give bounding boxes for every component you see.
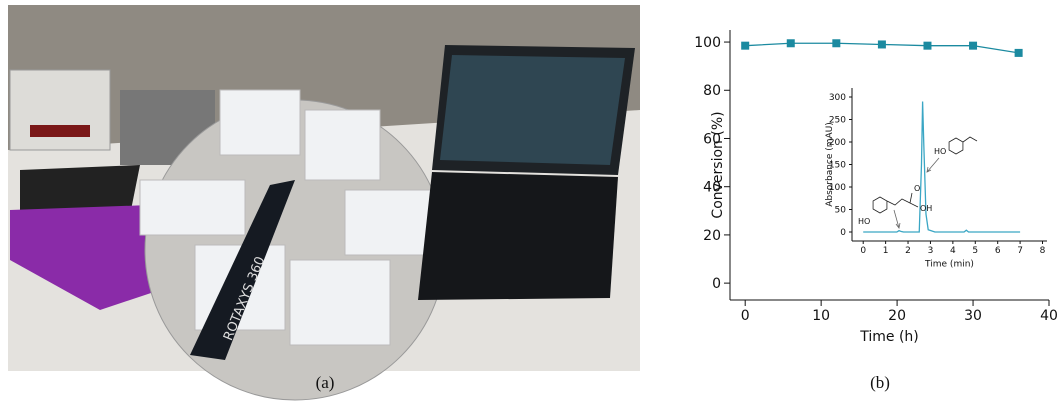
structure (949, 137, 977, 154)
photo-plate (140, 180, 245, 235)
structure-label: HO (934, 147, 946, 156)
x-tick-label: 6 (995, 246, 1001, 256)
data-point (741, 42, 749, 50)
x-tick-label: 2 (905, 246, 911, 256)
y-tick-label: 80 (703, 83, 721, 99)
x-tick-label: 0 (741, 308, 750, 324)
x-tick-label: 40 (1040, 308, 1058, 324)
y-tick-label: 100 (694, 35, 721, 51)
structure-label: HO (858, 217, 870, 226)
photo-keyboard (418, 172, 618, 300)
x-tick-label: 3 (928, 246, 934, 256)
x-tick-label: 4 (950, 246, 956, 256)
data-point (969, 42, 977, 50)
data-point (923, 42, 931, 50)
x-tick-label: 7 (1017, 246, 1023, 256)
x-axis-label: Time (min) (924, 260, 974, 270)
photo-plate (345, 190, 435, 255)
x-tick-label: 8 (1040, 246, 1046, 256)
photo-plate (305, 110, 380, 180)
data-point (832, 39, 840, 47)
photo-plate (290, 260, 390, 345)
y-axis-label: Conversion (%) (710, 111, 726, 218)
x-tick-label: 30 (964, 308, 982, 324)
x-tick-label: 10 (812, 308, 830, 324)
data-point (878, 40, 886, 48)
photo-plate (220, 90, 300, 155)
figure: ROTAXYS 360 (a) (b) 02040608010001020304… (0, 0, 1062, 403)
x-tick-label: 1 (883, 246, 889, 256)
structure (873, 193, 918, 213)
arrow (894, 158, 939, 228)
x-tick-label: 5 (972, 246, 978, 256)
y-tick-label: 20 (703, 228, 721, 244)
photo-pump (10, 70, 110, 150)
data-point (787, 39, 795, 47)
y-tick-label: 0 (840, 228, 846, 238)
y-tick-label: 300 (829, 93, 846, 103)
photo-laptop-display (440, 55, 625, 165)
x-axis-label: Time (h) (859, 329, 919, 345)
x-tick-label: 0 (860, 246, 866, 256)
data-line (863, 102, 1020, 233)
y-tick-label: 0 (712, 276, 721, 292)
data-point (1015, 49, 1023, 57)
panel-label: (b) (870, 373, 890, 392)
x-tick-label: 20 (888, 308, 906, 324)
structure-label: O (914, 184, 920, 193)
photo-display (30, 125, 90, 137)
structure-label: OH (920, 204, 932, 213)
photo: ROTAXYS 360 (8, 5, 640, 400)
y-tick-label: 50 (835, 206, 847, 216)
panel-label: (a) (316, 373, 335, 392)
y-axis-label: Absorbance (mAU) (825, 122, 835, 207)
